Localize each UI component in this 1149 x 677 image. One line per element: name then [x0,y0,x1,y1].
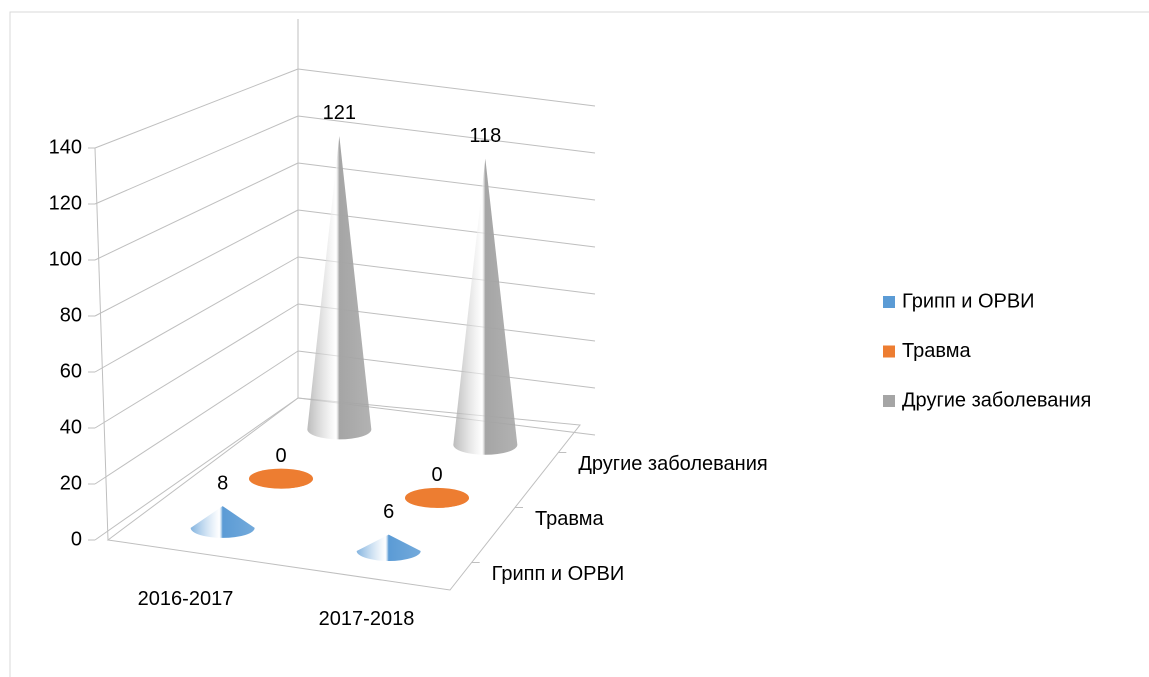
cone [405,487,469,508]
depth-label: Другие заболевания [578,453,767,475]
cone [190,506,255,538]
data-label: 6 [383,501,394,523]
grid-line [94,350,299,485]
y-tick-label: 120 [49,192,82,214]
grid-line [297,68,596,107]
grid-line [94,397,299,541]
depth-label: Травма [535,508,604,530]
grid-line [94,68,299,149]
cone [356,534,421,561]
grid-line [297,162,596,201]
x-tick-label: 2017-2018 [319,608,415,630]
grid-line [94,115,299,205]
y-tick-label: 0 [71,528,82,550]
data-label: 8 [217,472,228,494]
grid-line [94,209,299,317]
legend-swatch [883,395,895,407]
legend-label: Другие заболевания [902,389,1091,411]
y-tick-label: 20 [60,472,82,494]
grid-line [297,115,596,154]
data-label: 118 [469,125,501,147]
data-label: 121 [323,102,356,124]
y-axis [94,147,109,541]
y-tick-label: 40 [60,416,82,438]
y-tick-label: 100 [49,248,82,270]
legend-label: Грипп и ОРВИ [902,290,1035,312]
data-label: 0 [431,464,442,486]
grid-line [94,162,299,261]
x-tick-label: 2016-2017 [138,588,234,610]
cone [249,468,313,489]
data-label: 0 [275,445,286,467]
floor [106,397,581,591]
cone [453,158,518,455]
y-tick-label: 80 [60,304,82,326]
legend-label: Травма [902,340,971,362]
chart-frame [9,11,1149,677]
legend-swatch [883,296,895,308]
depth-label: Грипп и ОРВИ [492,563,625,585]
y-tick-label: 140 [49,136,82,158]
cone [307,135,372,440]
grid-line [94,256,299,373]
y-tick-label: 60 [60,360,82,382]
legend-swatch [883,345,895,358]
grid-line [94,303,299,429]
